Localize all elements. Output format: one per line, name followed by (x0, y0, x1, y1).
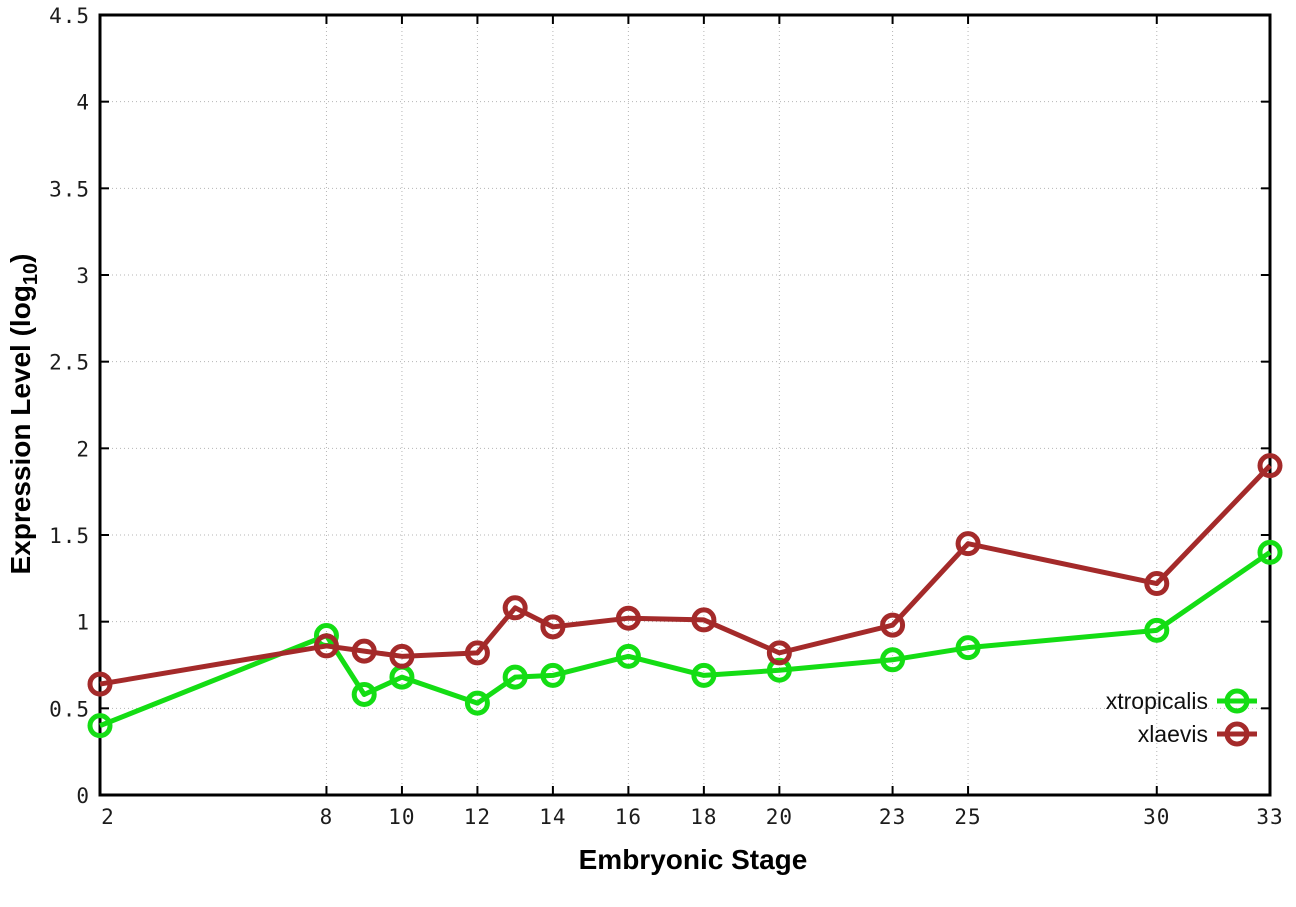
data-point-xlaevis (313, 633, 339, 659)
data-point-xtropicalis (766, 657, 792, 683)
data-point-xtropicalis (351, 681, 377, 707)
y-tick-label: 0.5 (49, 697, 90, 721)
x-tick-label: 14 (539, 805, 566, 829)
data-point-xlaevis (1257, 453, 1283, 479)
x-axis-label: Embryonic Stage (579, 844, 808, 875)
data-point-xtropicalis (1144, 617, 1170, 643)
data-point-xlaevis (880, 612, 906, 638)
legend: xtropicalis xlaevis (1106, 688, 1257, 747)
y-tick-label: 2 (76, 437, 90, 461)
data-point-xtropicalis (880, 647, 906, 673)
tick-label-layer: 2 8 10 12 14 16 18 20 23 25 30 33 0 0.5 1 1.5 2 2.5 3 3.5 4 4… (49, 4, 1283, 829)
y-tick-label: 2.5 (49, 351, 90, 375)
data-point-xlaevis (955, 531, 981, 557)
y-axis-label-main: Expression Level (log (5, 285, 36, 574)
data-point-xtropicalis (502, 664, 528, 690)
data-point-xtropicalis (87, 713, 113, 739)
data-point-xtropicalis (691, 662, 717, 688)
y-tick-label: 4.5 (49, 4, 90, 28)
plot-border-layer (98, 13, 1272, 797)
data-point-xlaevis (389, 643, 415, 669)
y-tick-label: 4 (76, 91, 90, 115)
grid-layer (99, 14, 1271, 796)
legend-label-xtropicalis: xtropicalis (1106, 688, 1208, 714)
series-line-xtropicalis (99, 550, 1272, 728)
x-tick-label: 33 (1256, 805, 1283, 829)
y-axis-label: Expression Level (log10) (5, 254, 42, 575)
x-tick-label: 16 (615, 805, 642, 829)
data-point-xtropicalis (1257, 539, 1283, 565)
x-tick-label: 18 (690, 805, 717, 829)
data-point-xtropicalis (955, 635, 981, 661)
x-tick-label: 8 (320, 805, 334, 829)
data-point-xtropicalis (615, 643, 641, 669)
series-line-xlaevis (99, 463, 1272, 687)
data-point-xlaevis (1144, 571, 1170, 597)
y-tick-label: 3.5 (49, 177, 90, 201)
data-point-xtropicalis (540, 662, 566, 688)
x-tick-label: 2 (101, 805, 115, 829)
x-tick-label: 30 (1143, 805, 1170, 829)
x-tick-label: 12 (464, 805, 491, 829)
x-tick-label: 10 (388, 805, 415, 829)
x-tick-label: 20 (766, 805, 793, 829)
legend-marker-xtropicalis (1224, 688, 1250, 714)
legend-label-xlaevis: xlaevis (1138, 721, 1208, 747)
data-point-xlaevis (502, 595, 528, 621)
data-point-xlaevis (766, 640, 792, 666)
y-tick-label: 1 (76, 611, 90, 635)
legend-marker-xlaevis (1224, 721, 1250, 747)
data-point-xtropicalis (464, 690, 490, 716)
y-tick-label: 0 (76, 784, 90, 808)
plot-border (98, 13, 1272, 797)
data-point-xlaevis (691, 607, 717, 633)
data-point-xlaevis (87, 671, 113, 697)
y-tick-label: 1.5 (49, 524, 90, 548)
x-tick-label: 25 (954, 805, 981, 829)
series-layer (87, 453, 1283, 739)
data-point-xlaevis (351, 638, 377, 664)
data-point-xlaevis (464, 640, 490, 666)
y-axis-label-subscript: 10 (20, 263, 42, 285)
y-tick-label: 3 (76, 264, 90, 288)
data-point-xlaevis (615, 605, 641, 631)
x-tick-label: 23 (879, 805, 906, 829)
data-point-xlaevis (540, 614, 566, 640)
y-axis-label-tail: ) (5, 254, 36, 263)
